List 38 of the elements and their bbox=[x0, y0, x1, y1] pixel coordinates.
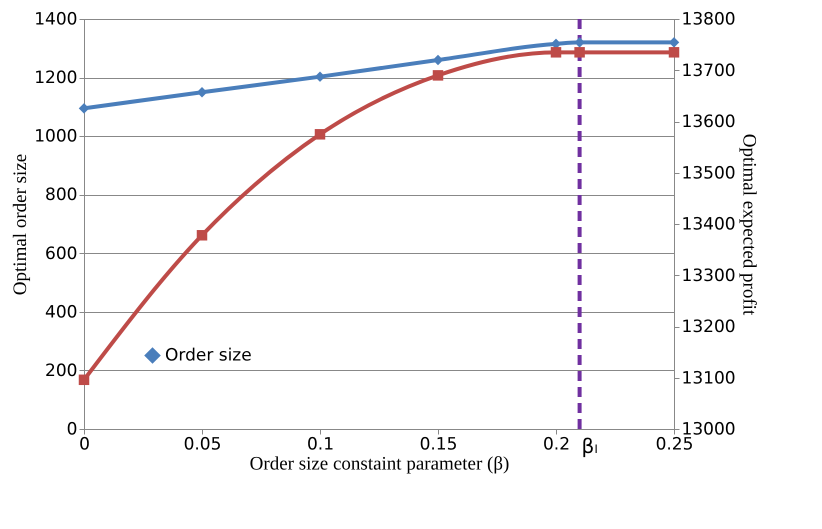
point bbox=[196, 230, 208, 241]
y2-tick-label: 13200 bbox=[682, 317, 736, 337]
y-tick-label: 200 bbox=[45, 360, 78, 381]
point bbox=[78, 103, 90, 114]
y-tick-label: 600 bbox=[45, 244, 78, 264]
x-axis-title: Order size constaint parameter (β) bbox=[250, 454, 510, 474]
y-tick-label: 800 bbox=[45, 185, 78, 206]
x-tick-label: 0.25 bbox=[656, 434, 694, 454]
legend-label: Order size bbox=[165, 346, 252, 366]
point bbox=[78, 374, 90, 386]
y2-tick-label: 13800 bbox=[682, 10, 736, 30]
y2-tick-label: 13400 bbox=[682, 214, 736, 234]
point bbox=[668, 47, 680, 58]
y2-tick-label: 13600 bbox=[682, 112, 736, 132]
y-tick-label: 1200 bbox=[34, 68, 78, 88]
ref-line-label: βₗ bbox=[582, 434, 598, 458]
x-tick-label: 0.1 bbox=[306, 434, 334, 454]
y-axis-title: Optimal order size bbox=[10, 154, 32, 296]
point bbox=[574, 47, 585, 58]
y2-tick-label: 13700 bbox=[682, 60, 736, 81]
y2-axis-title: Optimal expected profit bbox=[738, 134, 760, 316]
point bbox=[196, 86, 208, 98]
y-tick-label: 400 bbox=[45, 302, 78, 322]
point bbox=[550, 47, 562, 58]
point bbox=[432, 54, 444, 66]
x-tick-label: 0 bbox=[79, 434, 90, 454]
y-tick-label: 1400 bbox=[34, 10, 78, 30]
y-tick-label: 0 bbox=[66, 420, 78, 440]
x-tick-label: 0.2 bbox=[542, 434, 570, 454]
y2-tick-label: 13500 bbox=[682, 163, 736, 184]
y-tick-label: 1000 bbox=[34, 126, 78, 147]
y2-tick-label: 13100 bbox=[682, 368, 736, 388]
point bbox=[432, 70, 444, 81]
point bbox=[314, 71, 326, 82]
point bbox=[314, 129, 326, 140]
y2-tick-label: 13300 bbox=[682, 266, 736, 286]
x-tick-label: 0.05 bbox=[184, 434, 222, 454]
x-tick-label: 0.15 bbox=[420, 434, 458, 454]
